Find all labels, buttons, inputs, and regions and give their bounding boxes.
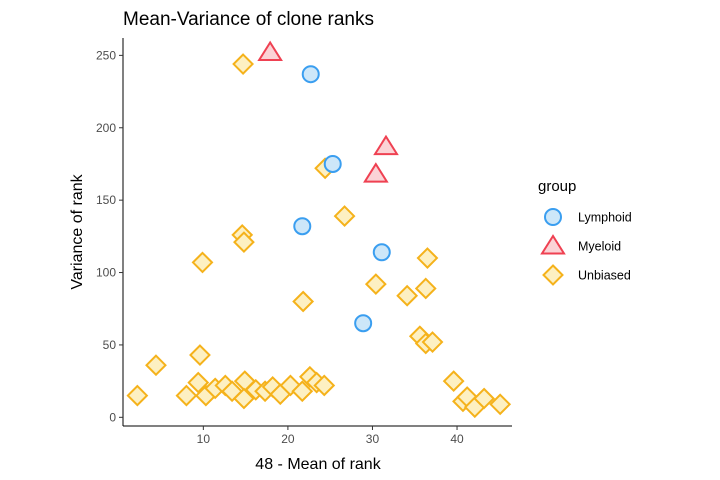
chart-title: Mean-Variance of clone ranks (123, 9, 374, 30)
data-point-myeloid (373, 134, 399, 156)
y-tick-label: 250 (96, 48, 116, 62)
data-point-unbiased (233, 387, 255, 410)
legend-key-lymphoid (544, 208, 562, 226)
series-lymphoid (293, 65, 391, 333)
data-point-unbiased (292, 290, 315, 313)
data-point-unbiased (175, 384, 198, 407)
data-point-lymphoid (301, 65, 320, 84)
legend-label-unbiased: Unbiased (578, 269, 631, 283)
y-tick-label: 0 (109, 410, 116, 424)
x-tick-label: 20 (281, 432, 295, 446)
plot-area (126, 40, 512, 419)
x-tick-label: 10 (197, 432, 211, 446)
data-point-lymphoid (323, 154, 342, 173)
y-tick-label: 200 (96, 121, 116, 135)
data-point-myeloid (257, 40, 283, 61)
data-point-unbiased (414, 277, 437, 300)
y-tick-label: 150 (96, 193, 116, 207)
series-myeloid (257, 40, 399, 183)
data-point-unbiased (189, 344, 211, 366)
data-point-unbiased (232, 53, 254, 75)
legend: group Lymphoid Myeloid Unbiased (538, 178, 632, 286)
legend-label-myeloid: Myeloid (578, 240, 621, 254)
data-point-unbiased (313, 374, 336, 397)
data-point-unbiased (364, 273, 387, 296)
data-point-unbiased (489, 393, 512, 416)
y-tick-label: 50 (103, 338, 117, 352)
data-point-unbiased (233, 231, 255, 254)
x-tick-label: 40 (450, 432, 464, 446)
legend-key-unbiased (542, 264, 564, 286)
data-point-lymphoid (372, 243, 391, 262)
data-point-unbiased (191, 251, 214, 274)
x-axis-title: 48 - Mean of rank (255, 456, 381, 473)
data-point-unbiased (442, 370, 465, 393)
data-point-unbiased (145, 354, 167, 377)
data-point-unbiased (126, 384, 149, 407)
data-point-lymphoid (354, 314, 373, 333)
data-point-unbiased (416, 247, 439, 269)
legend-label-lymphoid: Lymphoid (578, 211, 632, 225)
data-point-unbiased (473, 387, 496, 410)
data-point-lymphoid (293, 217, 312, 236)
data-point-unbiased (187, 371, 210, 394)
axes: 10 20 30 40 0 50 100 150 200 250 (96, 38, 512, 446)
y-axis-title: Variance of rank (69, 173, 86, 289)
x-tick-label: 30 (366, 432, 380, 446)
data-point-unbiased (291, 380, 314, 403)
legend-key-myeloid (540, 234, 566, 255)
data-point-unbiased (333, 205, 356, 227)
data-point-unbiased (421, 331, 444, 353)
y-tick-label: 100 (96, 266, 116, 280)
data-point-unbiased (396, 284, 419, 307)
legend-title: group (538, 178, 576, 195)
data-point-myeloid (363, 162, 389, 183)
series-unbiased (126, 53, 512, 419)
